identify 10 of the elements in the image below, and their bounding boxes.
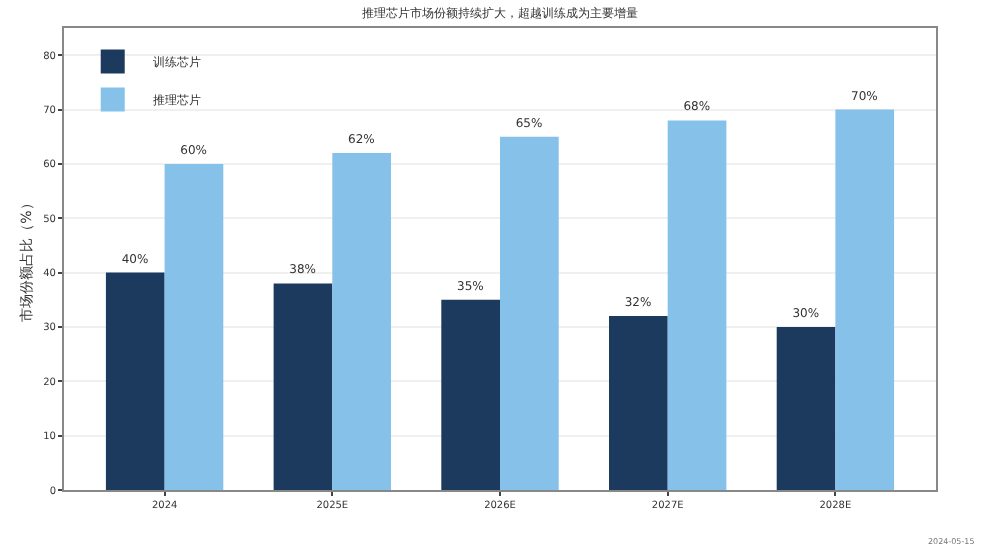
- bar: [500, 136, 559, 490]
- bar: [667, 120, 727, 490]
- bar: [273, 283, 333, 490]
- bar: [441, 299, 500, 490]
- bar: [835, 109, 895, 490]
- bar: [164, 163, 224, 490]
- bar: [776, 326, 836, 490]
- bar: [105, 272, 165, 490]
- bar: [332, 153, 391, 490]
- bar: [609, 316, 668, 490]
